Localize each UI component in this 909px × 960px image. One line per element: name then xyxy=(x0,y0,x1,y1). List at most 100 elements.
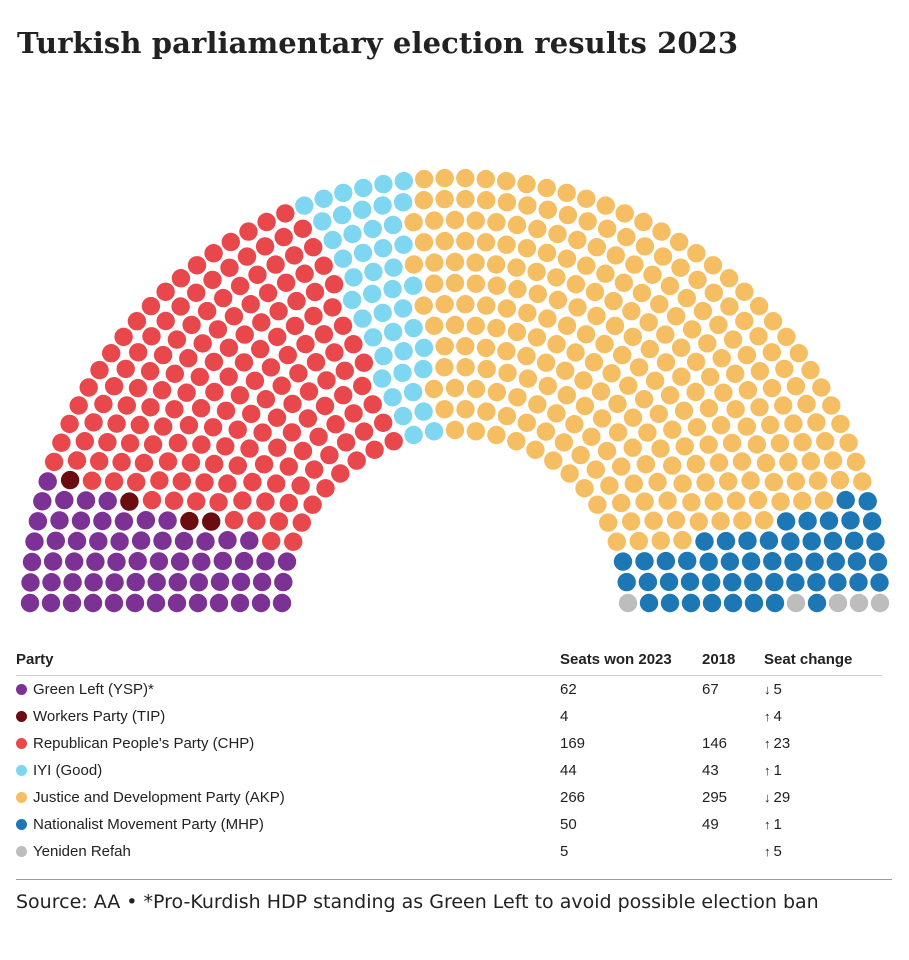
seat-justice-and-development-party-akp xyxy=(538,376,557,396)
seat-justice-and-development-party-akp xyxy=(582,427,601,446)
seat-justice-and-development-party-akp xyxy=(445,210,465,230)
seat-republican-people-s-party-chp xyxy=(254,455,274,474)
seat-iyi-good xyxy=(394,171,413,191)
seat-change-cell: ↓ 5 xyxy=(764,676,882,704)
seat-justice-and-development-party-akp xyxy=(621,512,641,531)
seat-justice-and-development-party-akp xyxy=(839,433,858,452)
seat-nationalist-movement-party-mhp xyxy=(744,593,764,613)
seat-justice-and-development-party-akp xyxy=(577,256,596,275)
seat-justice-and-development-party-akp xyxy=(741,471,760,490)
seat-republican-people-s-party-chp xyxy=(52,433,71,452)
seat-republican-people-s-party-chp xyxy=(114,327,133,347)
seat-republican-people-s-party-chp xyxy=(245,371,265,390)
seat-justice-and-development-party-akp xyxy=(547,335,566,354)
seat-nationalist-movement-party-mhp xyxy=(798,511,817,531)
seat-justice-and-development-party-akp xyxy=(635,492,654,511)
seat-iyi-good xyxy=(363,328,383,347)
seat-justice-and-development-party-akp xyxy=(557,316,577,335)
seat-justice-and-development-party-akp xyxy=(629,358,649,377)
seat-republican-people-s-party-chp xyxy=(272,376,291,395)
seat-justice-and-development-party-akp xyxy=(624,474,643,493)
seat-workers-party-tip xyxy=(180,511,199,531)
seat-justice-and-development-party-akp xyxy=(735,311,754,331)
seat-justice-and-development-party-akp xyxy=(404,255,424,274)
seat-justice-and-development-party-akp xyxy=(672,367,691,386)
seat-green-left-ysp xyxy=(168,573,187,592)
seat-green-left-ysp xyxy=(209,593,229,613)
seat-justice-and-development-party-akp xyxy=(517,174,536,194)
seat-republican-people-s-party-chp xyxy=(190,367,209,387)
seat-nationalist-movement-party-mhp xyxy=(702,593,722,613)
seat-republican-people-s-party-chp xyxy=(253,423,272,442)
seat-green-left-ysp xyxy=(63,573,82,592)
seat-justice-and-development-party-akp xyxy=(699,435,718,454)
seat-justice-and-development-party-akp xyxy=(612,457,631,476)
seat-nationalist-movement-party-mhp xyxy=(656,551,676,571)
seat-nationalist-movement-party-mhp xyxy=(638,572,658,592)
seat-green-left-ysp xyxy=(42,573,61,592)
seat-justice-and-development-party-akp xyxy=(634,390,654,409)
seat-justice-and-development-party-akp xyxy=(538,200,557,219)
seat-green-left-ysp xyxy=(218,531,237,550)
seat-justice-and-development-party-akp xyxy=(517,346,536,366)
seat-justice-and-development-party-akp xyxy=(801,360,820,380)
seat-green-left-ysp xyxy=(274,572,293,592)
seat-justice-and-development-party-akp xyxy=(518,196,537,215)
seat-justice-and-development-party-akp xyxy=(486,255,506,274)
seat-justice-and-development-party-akp xyxy=(528,219,547,239)
seat-justice-and-development-party-akp xyxy=(732,452,752,471)
seat-justice-and-development-party-akp xyxy=(762,343,781,362)
seat-green-left-ysp xyxy=(277,552,297,571)
seat-justice-and-development-party-akp xyxy=(558,205,578,225)
header-seat-change: Seat change xyxy=(764,645,882,676)
seat-republican-people-s-party-chp xyxy=(172,472,191,491)
seat-justice-and-development-party-akp xyxy=(786,377,806,396)
seat-republican-people-s-party-chp xyxy=(98,433,117,452)
seat-justice-and-development-party-akp xyxy=(663,420,682,439)
seat-justice-and-development-party-akp xyxy=(425,316,444,335)
seat-republican-people-s-party-chp xyxy=(154,417,173,436)
seat-republican-people-s-party-chp xyxy=(90,452,109,471)
seat-iyi-good xyxy=(334,183,353,203)
seat-justice-and-development-party-akp xyxy=(415,169,434,189)
seat-republican-people-s-party-chp xyxy=(363,395,382,414)
seat-justice-and-development-party-akp xyxy=(456,231,475,251)
seat-justice-and-development-party-akp xyxy=(592,409,612,428)
seat-republican-people-s-party-chp xyxy=(314,256,333,275)
seat-republican-people-s-party-chp xyxy=(268,327,287,347)
seat-republican-people-s-party-chp xyxy=(214,288,233,308)
seat-green-left-ysp xyxy=(128,552,147,571)
seat-iyi-good xyxy=(404,425,423,445)
seat-justice-and-development-party-akp xyxy=(749,327,768,346)
seat-nationalist-movement-party-mhp xyxy=(660,593,680,613)
seat-republican-people-s-party-chp xyxy=(94,394,113,414)
seat-justice-and-development-party-akp xyxy=(673,474,692,493)
seat-republican-people-s-party-chp xyxy=(255,237,275,256)
seat-iyi-good xyxy=(343,224,362,244)
seat-justice-and-development-party-akp xyxy=(635,237,655,256)
seat-justice-and-development-party-akp xyxy=(709,315,728,335)
seat-republican-people-s-party-chp xyxy=(269,302,288,321)
seat-republican-people-s-party-chp xyxy=(251,339,270,359)
seat-iyi-good xyxy=(374,346,393,366)
party-name: Nationalist Movement Party (MHP) xyxy=(33,816,264,833)
seat-justice-and-development-party-akp xyxy=(823,451,843,470)
seat-republican-people-s-party-chp xyxy=(127,472,146,492)
seat-green-left-ysp xyxy=(125,593,145,613)
seat-republican-people-s-party-chp xyxy=(282,423,302,442)
seat-justice-and-development-party-akp xyxy=(670,232,689,252)
seat-justice-and-development-party-akp xyxy=(632,283,652,303)
seat-republican-people-s-party-chp xyxy=(153,345,173,365)
seat-change-value: 1 xyxy=(773,762,782,779)
seat-republican-people-s-party-chp xyxy=(325,343,344,362)
seat-justice-and-development-party-akp xyxy=(674,401,694,420)
seat-justice-and-development-party-akp xyxy=(507,258,526,277)
seat-republican-people-s-party-chp xyxy=(104,472,124,491)
seat-iyi-good xyxy=(332,205,352,225)
seat-justice-and-development-party-akp xyxy=(613,345,632,365)
seat-iyi-good xyxy=(393,363,412,383)
seat-justice-and-development-party-akp xyxy=(722,433,742,453)
seat-green-left-ysp xyxy=(104,593,124,613)
seat-justice-and-development-party-akp xyxy=(784,414,803,433)
seat-iyi-good xyxy=(404,318,423,338)
